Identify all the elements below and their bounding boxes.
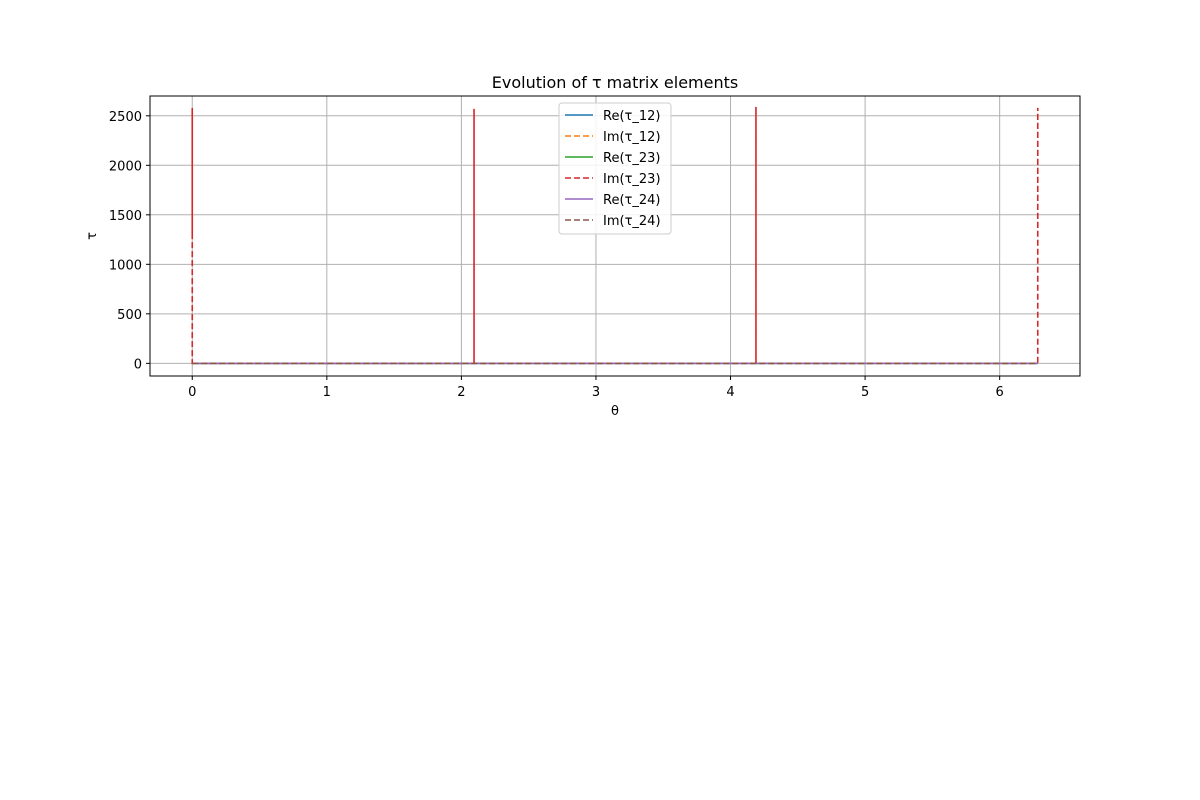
- legend-label: Re(τ_12): [603, 109, 660, 124]
- y-tick-label: 2500: [109, 110, 142, 125]
- legend-label: Im(τ_24): [603, 214, 661, 229]
- x-tick-label: 1: [323, 385, 331, 400]
- legend-label: Im(τ_12): [603, 130, 661, 145]
- plot-lines: [191, 106, 1039, 365]
- y-tick-label: 1000: [109, 258, 142, 273]
- y-tick-label: 500: [117, 308, 142, 323]
- x-axis-label: θ: [611, 404, 619, 419]
- x-tick-label: 4: [726, 385, 734, 400]
- ticks: 0 1 2 3 4 5 6 0 500 1000 1500 2000 2500: [109, 110, 1004, 400]
- legend-label: Re(τ_23): [603, 151, 660, 166]
- chart-title: Evolution of τ matrix elements: [492, 73, 738, 92]
- legend: Re(τ_12) Im(τ_12) Re(τ_23) Im(τ_23) Re(τ_24)…: [558, 102, 672, 235]
- y-tick-label: 0: [134, 357, 142, 372]
- axes-frame: [149, 95, 1081, 377]
- y-tick-label: 1500: [109, 209, 142, 224]
- x-tick-label: 2: [457, 385, 465, 400]
- x-tick-label: 6: [996, 385, 1004, 400]
- legend-label: Im(τ_23): [603, 172, 661, 187]
- legend-label: Re(τ_24): [603, 193, 660, 208]
- x-tick-label: 3: [592, 385, 600, 400]
- y-tick-label: 2000: [109, 159, 142, 174]
- x-tick-label: 0: [188, 385, 196, 400]
- y-axis-label: τ: [85, 232, 100, 240]
- x-tick-label: 5: [861, 385, 869, 400]
